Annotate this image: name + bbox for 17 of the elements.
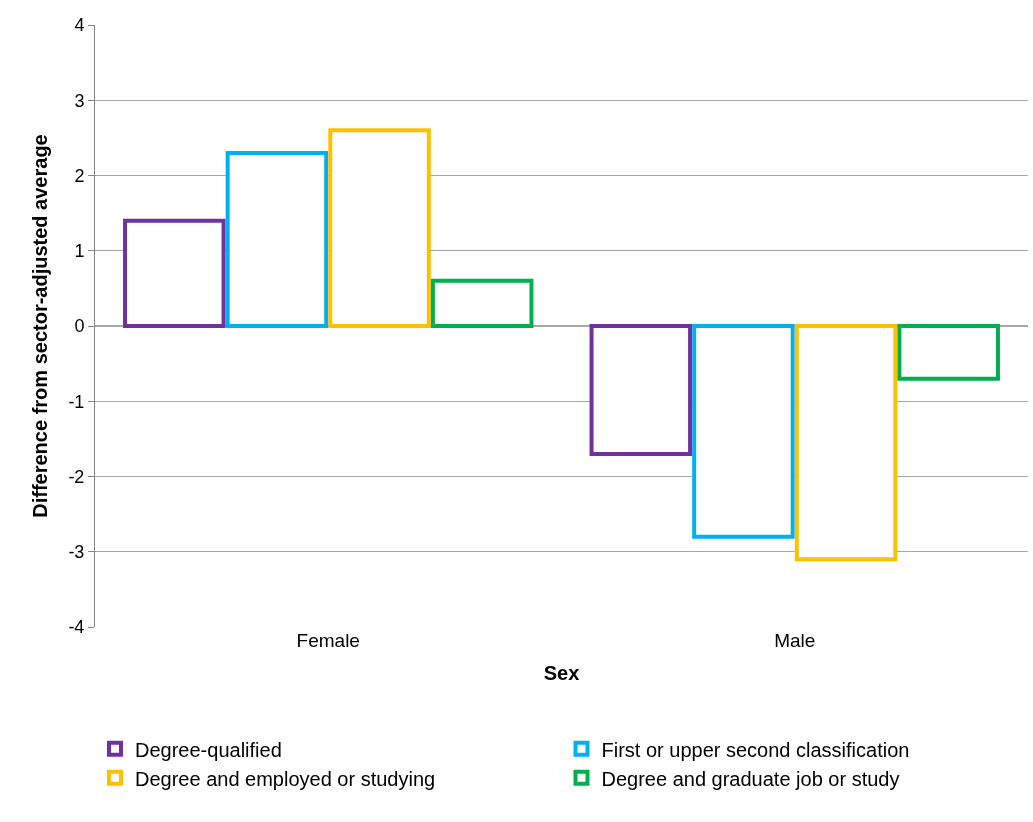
x-tick-label: Male — [774, 630, 816, 651]
legend-label: Degree and employed or studying — [135, 767, 436, 790]
legend-label: Degree and graduate job or study — [601, 767, 900, 790]
legend-label: Degree-qualified — [135, 738, 282, 761]
y-tick-label: 1 — [74, 241, 85, 262]
y-axis-title: Difference from sector-adjusted average — [28, 134, 51, 518]
y-tick-label: 4 — [74, 15, 85, 36]
x-tick-label: Female — [296, 630, 360, 651]
y-tick-label: -3 — [68, 542, 85, 563]
y-tick-label: 3 — [74, 90, 85, 111]
y-tick-label: -2 — [68, 466, 85, 487]
y-tick-label: 0 — [74, 316, 85, 337]
x-axis-title: Sex — [543, 661, 580, 684]
y-tick-label: -4 — [68, 617, 85, 638]
y-tick-label: -1 — [68, 391, 85, 412]
y-tick-label: 2 — [74, 165, 85, 186]
legend-label: First or upper second classification — [601, 738, 910, 761]
